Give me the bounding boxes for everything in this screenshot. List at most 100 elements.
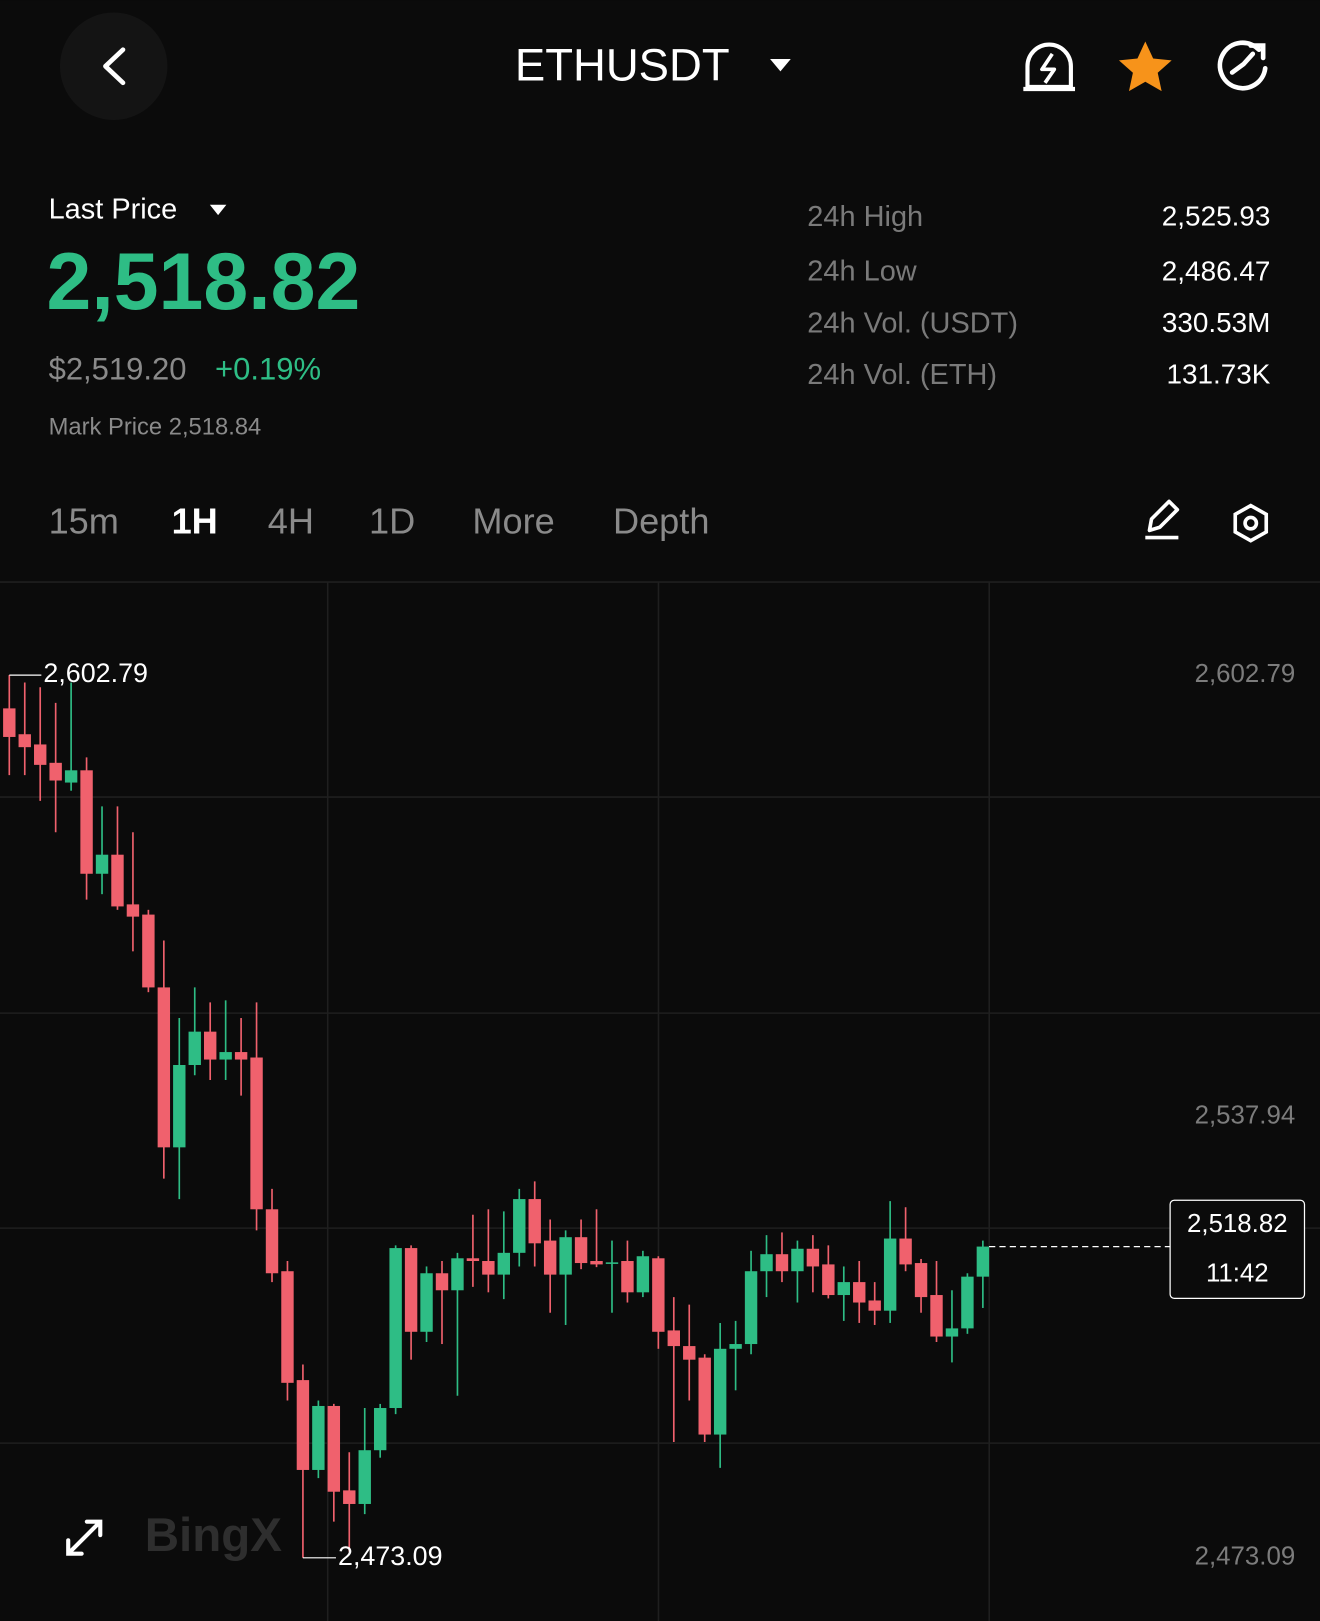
candle-body [513,1199,526,1253]
candle-body [281,1271,294,1383]
candle-body [605,1262,619,1264]
candle-body [729,1344,742,1349]
candle-body [528,1199,541,1244]
candle-body [806,1248,820,1267]
candle-body [636,1256,650,1293]
y-tick-label: 2,537.94 [1195,1101,1296,1129]
plot: 2,473.09 2,537.94 2,602.79 2,602.79 2,473.09… [3,658,1306,1571]
symbol-dropdown[interactable] [770,59,791,72]
candle-body [373,1408,387,1451]
candle-body [420,1273,433,1332]
candle-body [760,1254,773,1272]
interval-tabs: 15m 1H 4H 1D More Depth [49,501,710,542]
candle-body [667,1330,681,1347]
tab[interactable]: 1D [369,501,415,542]
candle-body [234,1052,248,1060]
fullscreen-icon[interactable] [66,1519,103,1556]
candle-body [173,1064,186,1148]
candle-body [358,1450,371,1504]
candle-body [203,1031,217,1060]
high-label: 2,602.79 [43,658,148,688]
candle-body [265,1209,279,1274]
symbol-title[interactable]: ETHUSDT [515,39,730,90]
candle-body [543,1240,557,1275]
stat-label: 24h Vol. (USDT) [807,307,1018,339]
countdown: 11:42 [1206,1259,1269,1287]
candle-body [296,1380,310,1470]
draw-tool-icon[interactable] [1145,499,1180,540]
settings-icon[interactable] [1233,503,1269,543]
usd-price: $2,519.20 [49,351,187,386]
price-change: +0.19% [215,351,321,386]
candle-body [482,1261,495,1275]
candle-body [404,1248,418,1332]
tab[interactable]: Depth [613,501,709,542]
candle-body [466,1258,480,1262]
stat-value: 2,525.93 [1162,201,1271,232]
candle-body [683,1346,696,1360]
candle-body [250,1057,263,1210]
candle-body [590,1261,603,1265]
candle-body [327,1405,341,1492]
tab[interactable]: 1H [172,501,218,542]
candle-body [914,1263,928,1298]
stat-value: 131.73K [1166,359,1270,390]
mark-price: Mark Price 2,518.84 [49,413,262,440]
candle-body [853,1282,866,1303]
candle-body [389,1248,402,1409]
candle-body [883,1238,897,1311]
candle-body [744,1271,758,1345]
tab[interactable]: More [472,501,554,542]
candle-body [652,1258,665,1332]
tab[interactable]: 4H [268,501,314,542]
y-tick-label: 2,602.79 [1195,660,1296,688]
candle-body [559,1237,572,1275]
candle-body [49,762,62,781]
candle-body [822,1264,835,1296]
candle-body [64,770,78,783]
refresh-icon[interactable] [1217,40,1268,91]
candle-body [219,1052,232,1060]
last-price: 2,518.82 [47,237,361,327]
stats: 24h High 2,525.93 24h Low 2,486.47 24h V… [807,201,1270,391]
candle-body [435,1273,449,1291]
candle-body [899,1238,912,1265]
candle-body [18,734,31,748]
candle-body [837,1282,850,1296]
candle-body [343,1490,356,1504]
last-price-box [1169,1199,1306,1300]
watermark: BingX [145,1509,283,1562]
candle-body [713,1348,727,1435]
candle-body [126,904,140,917]
candle-body [791,1248,804,1272]
tab[interactable]: 15m [49,501,119,542]
candle-body [930,1295,943,1337]
candle-body [621,1261,634,1293]
price-type-dropdown[interactable] [209,204,227,216]
candle-body [157,987,171,1148]
candle-body [698,1357,711,1435]
candle-body [188,1031,201,1065]
candle-body [497,1252,511,1275]
candle-body [34,744,47,765]
candle-body [574,1237,588,1264]
candle-body [80,770,93,874]
candle-body [945,1328,959,1337]
stat-label: 24h High [807,201,923,233]
candle-body [961,1276,974,1329]
low-label: 2,473.09 [338,1541,443,1571]
y-tick-label: 2,473.09 [1195,1543,1296,1571]
favorite-star[interactable] [1118,41,1172,92]
stat-label: 24h Vol. (ETH) [807,359,997,391]
candle-body [868,1300,881,1311]
candle-body [775,1254,789,1272]
candle-body [312,1405,325,1470]
back-button[interactable] [59,12,168,121]
last-price-tag: 2,518.82 [1187,1210,1288,1238]
last-price-label[interactable]: Last Price [49,194,178,226]
alert-icon[interactable] [1023,42,1076,92]
candle-body [451,1258,464,1291]
